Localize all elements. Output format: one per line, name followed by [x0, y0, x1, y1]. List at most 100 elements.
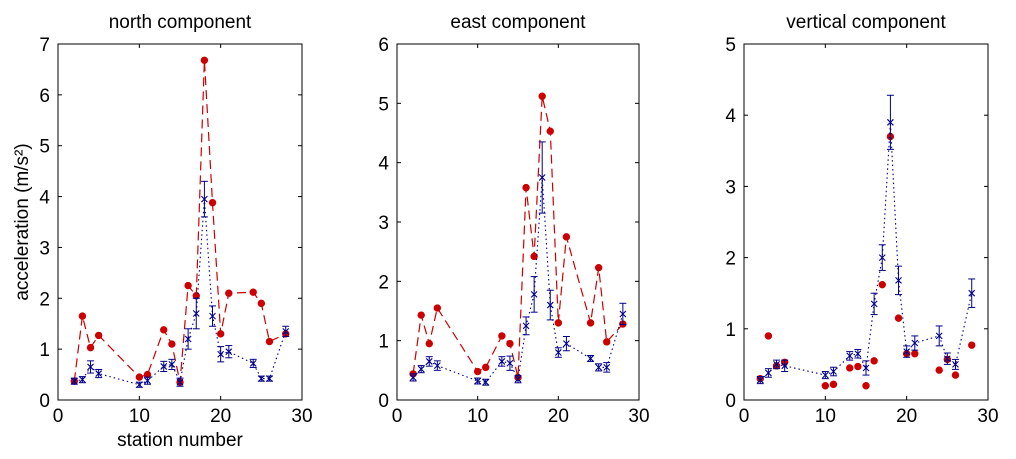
data-point-cross-stroke: [201, 195, 208, 203]
data-point-cross: [943, 355, 951, 363]
y-tick-label: 6: [39, 86, 50, 107]
data-point-cross: [878, 254, 886, 261]
data-point-cross: [595, 363, 603, 371]
x-tick-label: 0: [739, 406, 750, 427]
data-point-cross-stroke: [546, 301, 554, 309]
data-point-circle: [94, 331, 103, 340]
data-point-cross: [168, 361, 176, 368]
data-point-cross: [887, 118, 894, 126]
data-point-cross-stroke: [530, 290, 538, 298]
data-point-cross-stroke: [854, 350, 862, 358]
data-point-cross-stroke: [522, 322, 530, 330]
data-point-cross-stroke: [433, 362, 441, 369]
data-point-circle: [538, 92, 546, 100]
data-point-circle: [862, 382, 870, 390]
y-tick-label: 4: [378, 154, 389, 175]
x-tick-label: 20: [896, 406, 917, 427]
x-tick-label: 20: [548, 406, 569, 427]
plot-area: [57, 43, 303, 401]
data-point-cross: [587, 355, 594, 362]
data-point-cross-stroke: [554, 349, 562, 356]
data-point-circle: [530, 252, 538, 261]
data-point-cross: [225, 348, 233, 356]
y-tick-label: 6: [378, 35, 389, 56]
data-point-cross-stroke: [878, 254, 886, 261]
data-point-circle: [603, 338, 611, 346]
data-point-cross: [249, 359, 257, 367]
data-point-circle: [257, 299, 266, 308]
data-point-cross: [854, 350, 862, 358]
plot-area: [743, 43, 989, 401]
data-point-circle: [878, 280, 886, 289]
data-point-circle: [498, 332, 506, 340]
data-point-cross: [482, 378, 490, 386]
data-point-circle: [829, 380, 838, 389]
data-point-cross-stroke: [538, 174, 546, 181]
x-tick-label: 0: [392, 406, 403, 427]
data-point-cross: [433, 362, 441, 369]
data-point-circle: [78, 312, 87, 320]
data-point-cross-stroke: [862, 364, 870, 372]
data-point-cross: [903, 348, 911, 355]
data-point-circle: [935, 366, 943, 374]
data-point-circle: [265, 337, 274, 346]
series-dotted-errorbars: [70, 180, 290, 389]
data-point-circle: [894, 314, 903, 322]
data-point-cross: [144, 377, 151, 385]
y-tick-label: 3: [39, 238, 50, 259]
data-point-circle: [594, 263, 603, 272]
data-point-cross-stroke: [830, 368, 837, 375]
data-point-cross: [160, 363, 168, 370]
data-point-cross: [95, 370, 103, 377]
data-point-cross: [506, 359, 514, 367]
y-tick-label: 7: [39, 35, 50, 56]
x-tick-label: 10: [815, 406, 836, 427]
y-tick-label: 5: [378, 94, 389, 115]
data-point-cross-stroke: [409, 374, 417, 381]
data-point-cross-stroke: [474, 377, 482, 385]
data-point-cross-stroke: [603, 363, 611, 371]
data-point-cross-stroke: [176, 378, 184, 386]
data-point-cross: [184, 335, 192, 343]
x-tick-label: 20: [210, 406, 231, 427]
data-point-cross-stroke: [482, 378, 490, 386]
data-point-cross-stroke: [95, 370, 103, 377]
y-tick-label: 3: [725, 177, 736, 198]
x-tick-label: 30: [291, 406, 312, 427]
data-point-circle: [951, 371, 960, 379]
y-tick-label: 3: [378, 213, 389, 234]
x-axis-label: station number: [117, 430, 243, 451]
data-point-cross: [968, 289, 976, 297]
y-tick-label: 0: [725, 391, 736, 412]
data-point-cross: [417, 365, 425, 373]
data-point-circle: [168, 340, 176, 348]
data-point-circle: [225, 289, 233, 297]
data-point-circle: [870, 357, 878, 365]
data-point-cross-stroke: [135, 381, 143, 389]
data-point-circle: [846, 364, 854, 372]
data-point-cross: [498, 358, 506, 365]
data-point-cross-stroke: [209, 312, 216, 320]
data-point-cross: [781, 362, 789, 370]
data-point-cross-stroke: [943, 355, 951, 363]
data-point-cross: [862, 364, 870, 372]
data-point-cross-stroke: [506, 359, 514, 367]
data-point-circle: [216, 330, 225, 338]
data-point-circle: [482, 363, 490, 372]
data-point-cross: [192, 310, 200, 317]
data-point-circle: [546, 127, 554, 135]
data-point-circle: [433, 304, 442, 312]
data-point-cross: [209, 312, 216, 320]
data-point-cross: [176, 378, 184, 386]
data-point-cross-stroke: [595, 363, 603, 371]
data-point-cross-stroke: [765, 369, 772, 377]
vertical-component-panel: 0 1 2 3 4 5 0 10 20 30 vertical component: [725, 12, 998, 427]
data-point-cross: [619, 310, 627, 318]
data-point-cross: [546, 301, 554, 309]
x-tick-label: 30: [628, 406, 649, 427]
data-point-cross-stroke: [619, 310, 627, 318]
data-point-cross: [821, 371, 829, 379]
data-point-cross-stroke: [952, 361, 959, 368]
data-point-cross-stroke: [249, 359, 257, 367]
